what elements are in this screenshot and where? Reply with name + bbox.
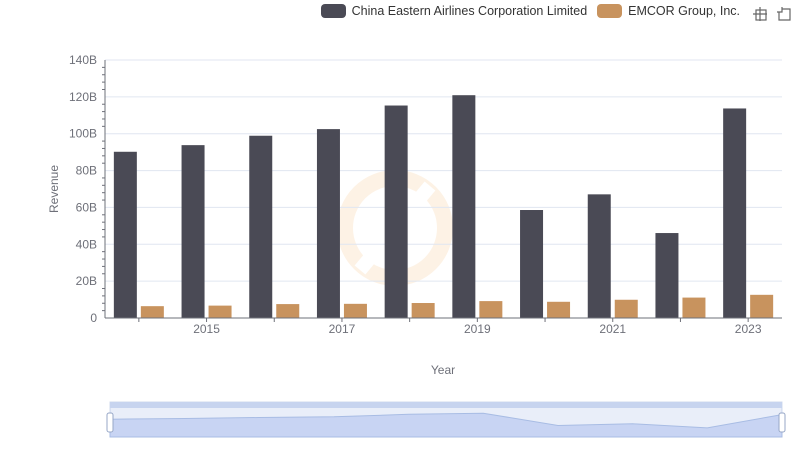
data-zoom-left-handle[interactable] bbox=[106, 412, 114, 433]
legend-label-china-eastern: China Eastern Airlines Corporation Limit… bbox=[351, 4, 588, 18]
bar-emcor-2023[interactable] bbox=[750, 294, 774, 318]
data-zoom-slider[interactable] bbox=[106, 401, 786, 438]
y-tick-label: 0 bbox=[90, 311, 97, 325]
y-tick-label: 20B bbox=[76, 274, 97, 288]
bars bbox=[113, 95, 774, 319]
legend-swatch-china-eastern bbox=[320, 4, 346, 18]
bar-emcor-2016[interactable] bbox=[276, 304, 300, 318]
bar-emcor-2015[interactable] bbox=[208, 305, 232, 318]
y-tick-label: 40B bbox=[76, 237, 97, 251]
data-zoom-icon[interactable] bbox=[752, 6, 768, 22]
x-tick-label: 2019 bbox=[464, 322, 491, 336]
axes: 0 20B 40B 60B 80B 100B 120B 140B 2015 2017 2019 202… bbox=[69, 53, 782, 336]
legend-label-emcor: EMCOR Group, Inc. bbox=[628, 4, 740, 18]
legend-item-emcor[interactable]: EMCOR Group, Inc. bbox=[597, 4, 740, 18]
bar-china-eastern-2023[interactable] bbox=[723, 108, 747, 319]
bar-emcor-2022[interactable] bbox=[682, 297, 706, 318]
bar-emcor-2019[interactable] bbox=[479, 301, 503, 318]
bar-china-eastern-2021[interactable] bbox=[587, 194, 611, 318]
bar-china-eastern-2016[interactable] bbox=[249, 135, 273, 318]
bar-emcor-2014[interactable] bbox=[140, 306, 164, 318]
legend: China Eastern Airlines Corporation Limit… bbox=[320, 4, 740, 18]
bar-china-eastern-2022[interactable] bbox=[655, 233, 679, 318]
x-tick-label: 2021 bbox=[599, 322, 626, 336]
legend-swatch-emcor bbox=[597, 4, 623, 18]
x-axis-title: Year bbox=[431, 363, 455, 377]
grid-lines bbox=[105, 59, 782, 319]
bar-china-eastern-2018[interactable] bbox=[384, 105, 408, 318]
toolbox bbox=[752, 6, 792, 22]
y-tick-label: 60B bbox=[76, 200, 97, 214]
bar-emcor-2018[interactable] bbox=[411, 303, 435, 318]
x-tick-label: 2023 bbox=[735, 322, 762, 336]
y-axis-title: Revenue bbox=[47, 165, 61, 213]
legend-item-china-eastern[interactable]: China Eastern Airlines Corporation Limit… bbox=[320, 4, 588, 18]
bar-emcor-2020[interactable] bbox=[547, 301, 571, 318]
bar-china-eastern-2017[interactable] bbox=[316, 129, 340, 318]
bar-china-eastern-2015[interactable] bbox=[181, 145, 205, 318]
data-zoom-right-handle[interactable] bbox=[778, 412, 786, 433]
bar-china-eastern-2014[interactable] bbox=[113, 151, 137, 318]
bar-china-eastern-2019[interactable] bbox=[452, 95, 476, 318]
x-tick-label: 2017 bbox=[329, 322, 356, 336]
y-tick-label: 80B bbox=[76, 164, 97, 178]
data-zoom-top-bar[interactable] bbox=[110, 402, 782, 408]
bar-emcor-2021[interactable] bbox=[614, 299, 638, 318]
y-tick-label: 120B bbox=[69, 90, 97, 104]
bar-china-eastern-2020[interactable] bbox=[520, 210, 544, 318]
x-tick-label: 2015 bbox=[193, 322, 220, 336]
bar-emcor-2017[interactable] bbox=[343, 303, 367, 318]
y-tick-label: 140B bbox=[69, 53, 97, 67]
y-tick-label: 100B bbox=[69, 127, 97, 141]
restore-icon[interactable] bbox=[776, 6, 792, 22]
